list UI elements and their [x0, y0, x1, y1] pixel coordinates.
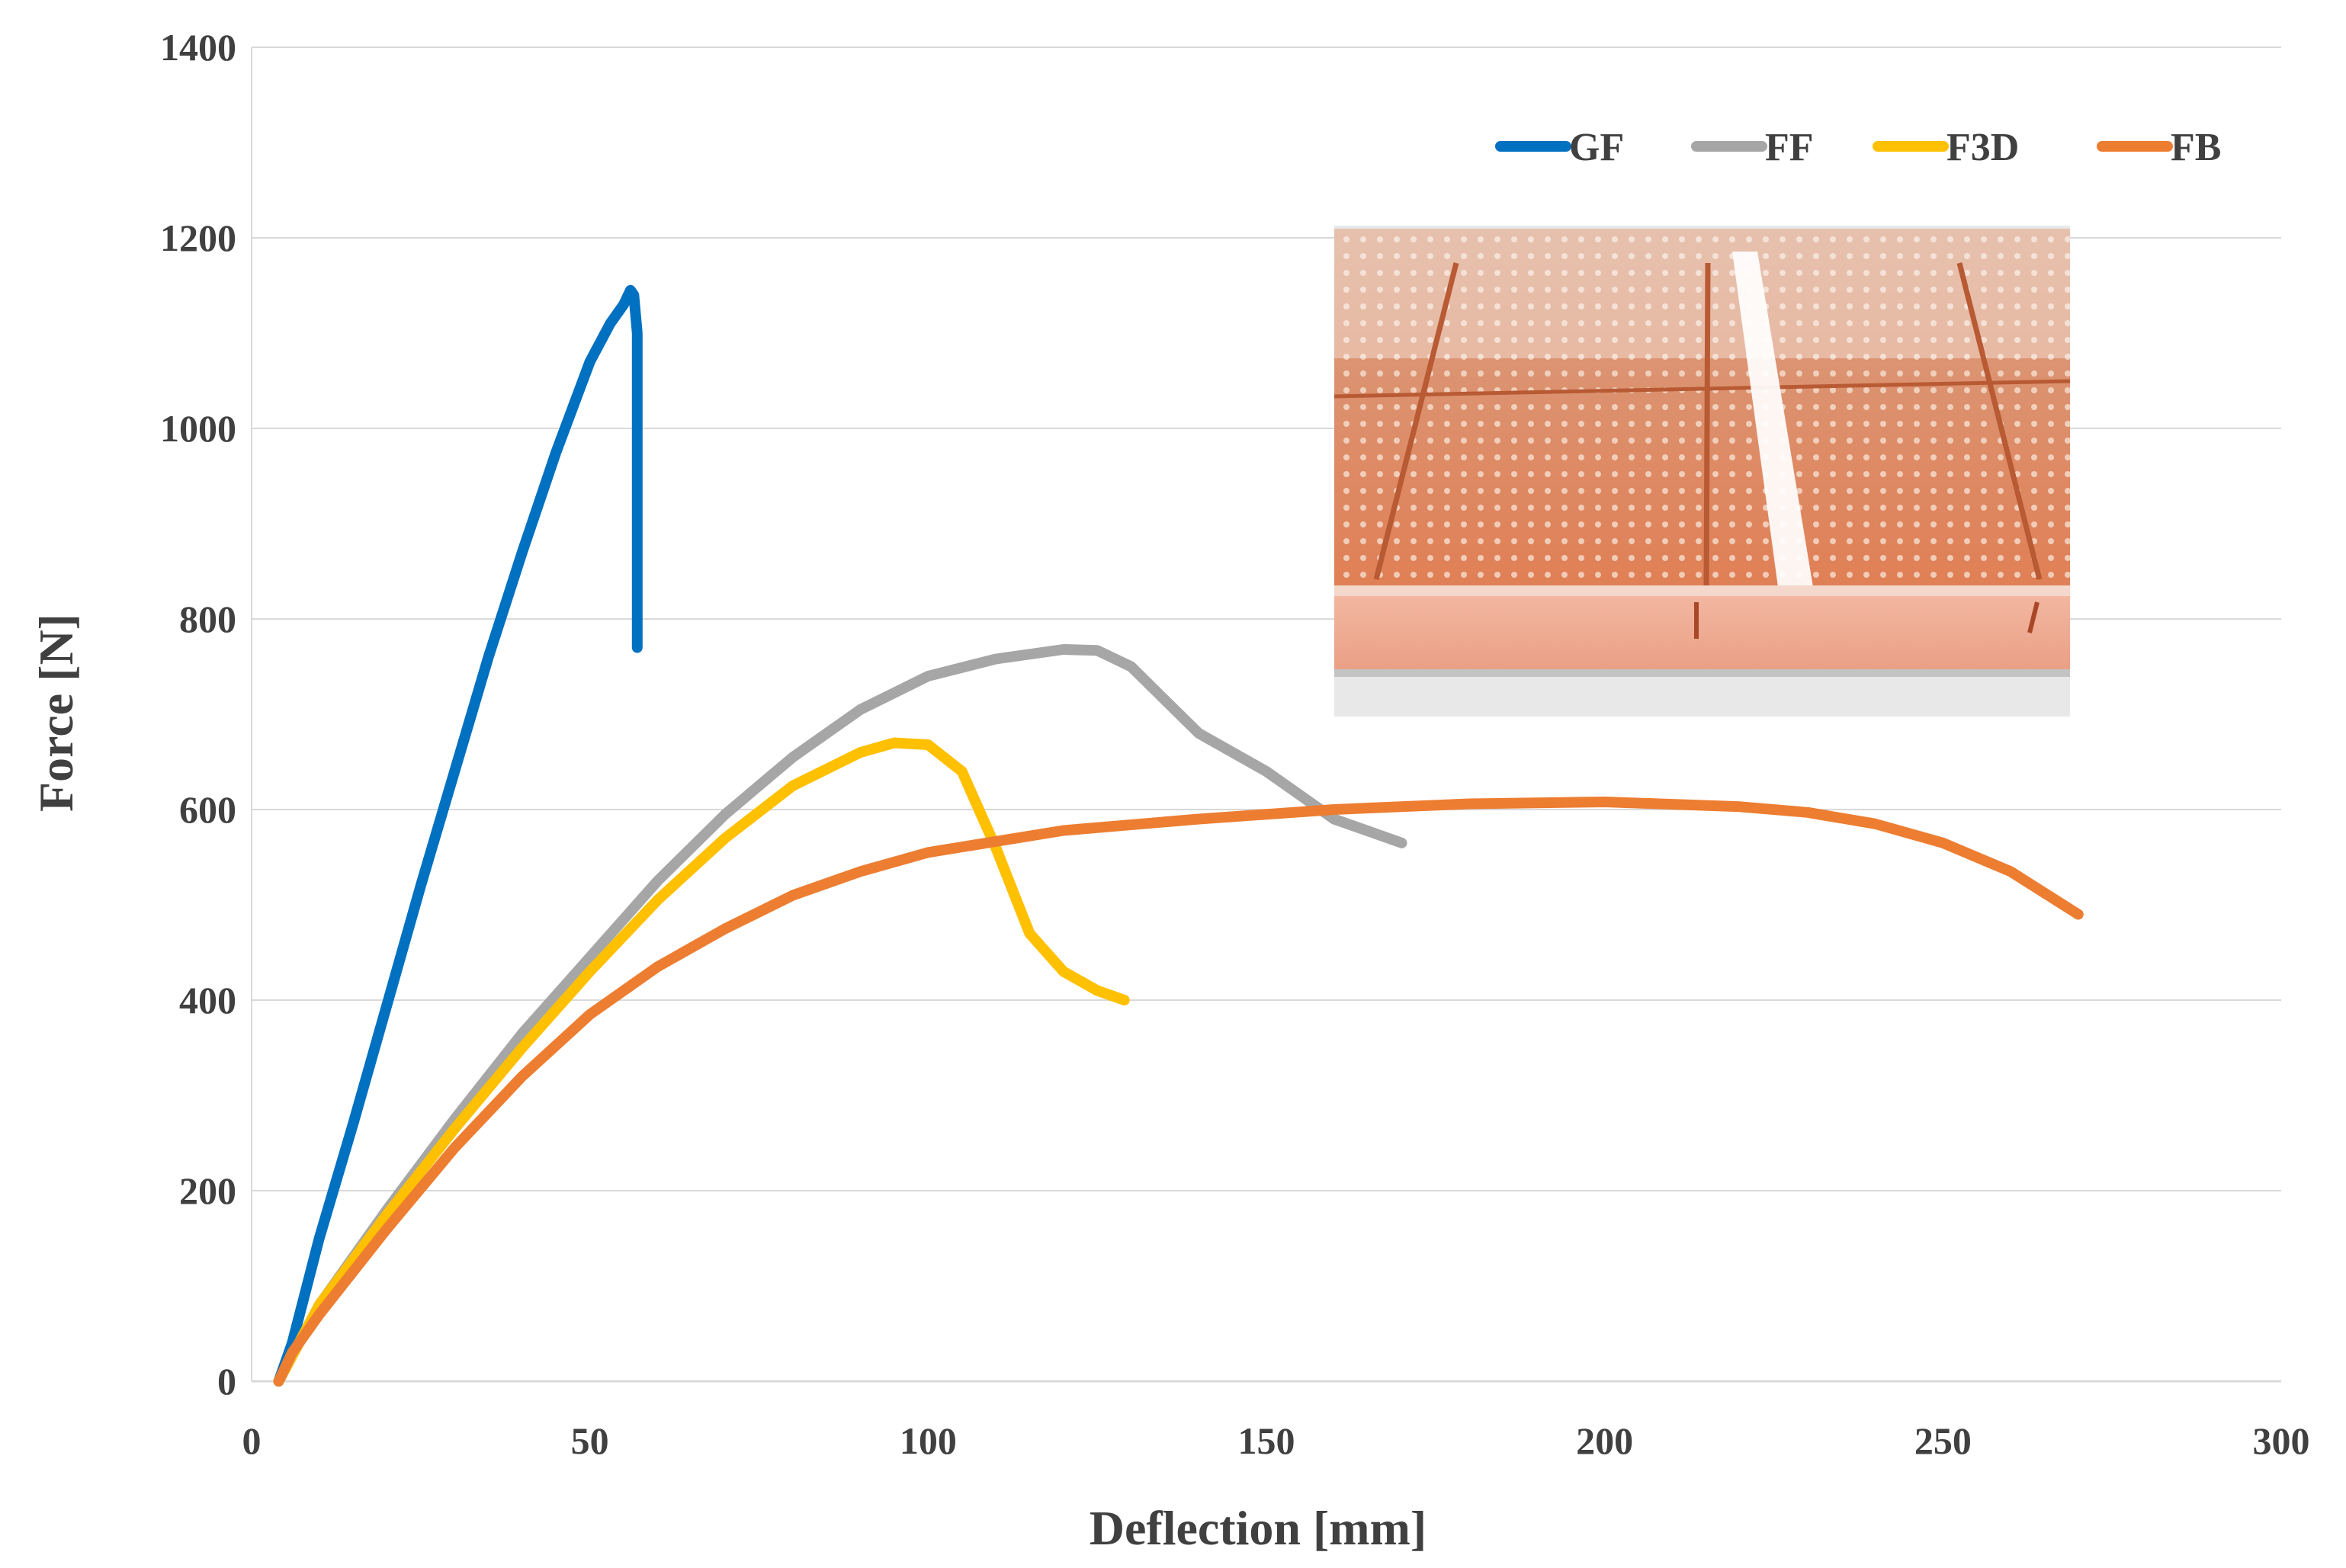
legend-label-gf: GF — [1569, 126, 1624, 169]
y-tick-label: 0 — [217, 1360, 236, 1403]
x-tick-label: 50 — [571, 1419, 609, 1462]
y-tick-label: 1400 — [160, 26, 236, 69]
y-tick-label: 800 — [179, 598, 236, 640]
series-line-f3d — [273, 737, 1130, 1387]
x-tick-label: 300 — [2253, 1419, 2310, 1462]
legend-label-ff: FF — [1765, 126, 1814, 169]
y-tick-labels: 0 200 400 600 800 1000 1200 1400 — [160, 26, 236, 1403]
series-line-ff — [273, 644, 1407, 1387]
series-line-fb — [273, 797, 2084, 1387]
x-axis-title: Deflection [mm] — [1090, 1501, 1427, 1555]
y-tick-label: 1000 — [160, 407, 236, 450]
x-tick-label: 0 — [242, 1419, 262, 1462]
legend-label-fb: FB — [2171, 126, 2221, 169]
x-tick-label: 200 — [1576, 1419, 1633, 1462]
x-tick-label: 150 — [1238, 1419, 1295, 1462]
x-tick-label: 250 — [1914, 1419, 1972, 1462]
specimen-photo — [1333, 226, 2071, 717]
y-tick-label: 600 — [179, 788, 236, 831]
series-line-gf — [273, 284, 643, 1387]
y-tick-label: 400 — [179, 979, 236, 1021]
series-lines — [273, 284, 2084, 1387]
y-tick-label: 1200 — [160, 216, 236, 259]
y-axis-title: Force [N] — [29, 614, 83, 812]
x-tick-label: 100 — [900, 1419, 957, 1462]
y-tick-label: 200 — [179, 1169, 236, 1212]
x-tick-labels: 0 50 100 150 200 250 300 — [242, 1419, 2310, 1462]
axes — [251, 47, 2281, 1383]
legend: GF FF F3D FB — [1495, 126, 2221, 169]
legend-label-f3d: F3D — [1946, 126, 2019, 169]
